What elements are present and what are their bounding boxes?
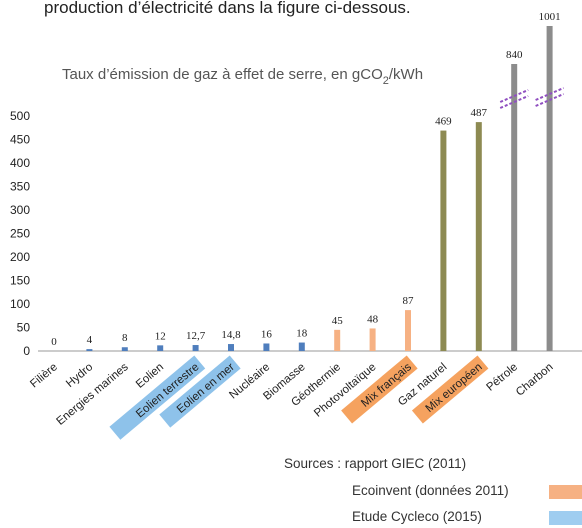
- y-tick-label: 0: [23, 344, 30, 358]
- bar: [511, 64, 518, 351]
- axis-break-marks: [499, 87, 564, 109]
- chart-title-unit: /kWh: [389, 66, 423, 83]
- value-label: 4: [87, 334, 93, 346]
- y-tick-label: 150: [10, 274, 30, 288]
- axis-break-mark: [535, 93, 564, 107]
- y-tick-label: 400: [10, 156, 30, 170]
- x-tick-label: Charbon: [514, 361, 556, 399]
- value-label: 12: [155, 330, 166, 342]
- value-label: 469: [435, 116, 452, 128]
- y-tick-label: 450: [10, 133, 30, 147]
- legend-label-cycleco: Etude Cycleco (2015): [352, 509, 482, 524]
- chart-title-main: Taux d’émission de gaz à effet de serre,…: [62, 66, 383, 83]
- value-label: 18: [296, 328, 308, 340]
- bar: [369, 328, 376, 351]
- bar: [263, 343, 270, 351]
- intro-text: production d’électricité dans la figure …: [44, 0, 411, 17]
- value-label: 45: [332, 315, 344, 327]
- axis-break-mark: [499, 89, 529, 103]
- value-label: 48: [367, 313, 379, 325]
- intro-text-clip: production d’électricité dans la figure …: [0, 0, 582, 22]
- chart-title-subscript: 2: [383, 75, 389, 87]
- x-label-highlight: [159, 355, 241, 428]
- value-label: 0: [51, 336, 57, 348]
- x-label-highlight: [341, 355, 418, 424]
- y-tick-label: 100: [10, 297, 30, 311]
- x-tick-label: Hydro: [64, 361, 95, 390]
- chart-title: Taux d’émission de gaz à effet de serre,…: [62, 66, 423, 87]
- x-label-highlight: [411, 355, 489, 424]
- y-tick-label: 300: [10, 203, 30, 217]
- value-label: 487: [471, 107, 488, 119]
- bar: [546, 26, 553, 351]
- value-label: 840: [506, 49, 523, 61]
- legend-label-ecoinvent: Ecoinvent (données 2011): [352, 483, 509, 498]
- bar: [298, 342, 305, 351]
- y-tick-label: 350: [10, 180, 30, 194]
- y-tick-label: 200: [10, 250, 30, 264]
- bar: [440, 130, 447, 351]
- y-tick-label: 50: [17, 321, 31, 335]
- bar: [334, 329, 341, 351]
- value-label: 12,7: [186, 330, 206, 342]
- bar: [157, 345, 164, 351]
- value-label: 14,8: [221, 329, 241, 341]
- x-label-highlights: [109, 355, 489, 440]
- sources-text: Sources : rapport GIEC (2011): [284, 456, 467, 471]
- y-tick-label: 250: [10, 227, 30, 241]
- axis-break-mark: [535, 87, 564, 101]
- value-label: 1001: [539, 11, 561, 23]
- legend-swatch-ecoinvent: [549, 485, 582, 499]
- value-label: 87: [403, 295, 415, 307]
- bar: [86, 349, 93, 351]
- bar: [405, 310, 411, 351]
- legend-swatch-cycleco: [549, 511, 582, 525]
- axis-break-mark: [499, 95, 529, 109]
- x-label-highlight: [109, 355, 206, 440]
- y-tick-label: 500: [10, 109, 30, 123]
- value-label: 8: [122, 332, 128, 344]
- bar: [192, 345, 199, 351]
- bar: [121, 347, 128, 351]
- value-label: 16: [261, 328, 273, 340]
- bar: [475, 122, 482, 351]
- bars: [86, 26, 553, 351]
- x-tick-label: Filière: [28, 361, 60, 390]
- bar: [228, 344, 234, 351]
